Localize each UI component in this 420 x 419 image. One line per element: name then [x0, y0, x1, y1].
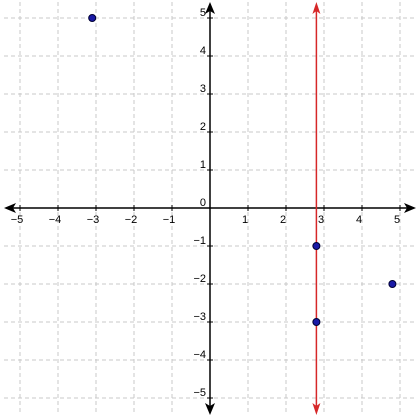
x-tick-label: 2: [280, 214, 286, 226]
x-tick-label: −5: [11, 214, 24, 226]
y-tick-label: 2: [200, 121, 206, 133]
x-tick-label: −3: [87, 214, 100, 226]
vertical-line-arrow-up: [312, 2, 321, 14]
y-tick-label: −2: [193, 273, 206, 285]
data-point: [388, 280, 397, 288]
data-point: [312, 242, 321, 250]
x-axis-arrow-left: [4, 203, 16, 213]
y-tick-label: 4: [200, 45, 206, 57]
y-tick-label: −4: [193, 349, 206, 361]
x-tick-label: −4: [49, 214, 62, 226]
y-axis-arrow-down: [205, 403, 215, 415]
y-axis-arrow-up: [205, 2, 215, 14]
x-axis-arrow-right: [404, 203, 416, 213]
points: [88, 14, 397, 326]
x-tick-label: 3: [318, 214, 324, 226]
data-point: [88, 14, 97, 22]
data-point: [312, 318, 321, 326]
x-tick-label: −1: [163, 214, 176, 226]
y-tick-label: −5: [193, 387, 206, 399]
x-tick-label: 4: [356, 214, 362, 226]
vertical-line-arrow-down: [312, 403, 321, 415]
origin-label: 0: [200, 197, 206, 209]
vertical-line-layer: [312, 2, 321, 415]
x-tick-label: 5: [394, 214, 400, 226]
y-tick-label: 3: [200, 83, 206, 95]
tick-labels: −5 −4 −3 −2 −1 1 2 3 4 5 −5 −4 −3 −2 −1 1 2 3 4 5 0: [11, 7, 401, 399]
y-tick-label: −3: [193, 311, 206, 323]
axes: [4, 2, 416, 415]
y-tick-label: 1: [200, 159, 206, 171]
y-tick-label: 5: [200, 7, 206, 19]
x-tick-label: −2: [125, 214, 138, 226]
x-tick-label: 1: [242, 214, 248, 226]
y-tick-label: −1: [193, 235, 206, 247]
